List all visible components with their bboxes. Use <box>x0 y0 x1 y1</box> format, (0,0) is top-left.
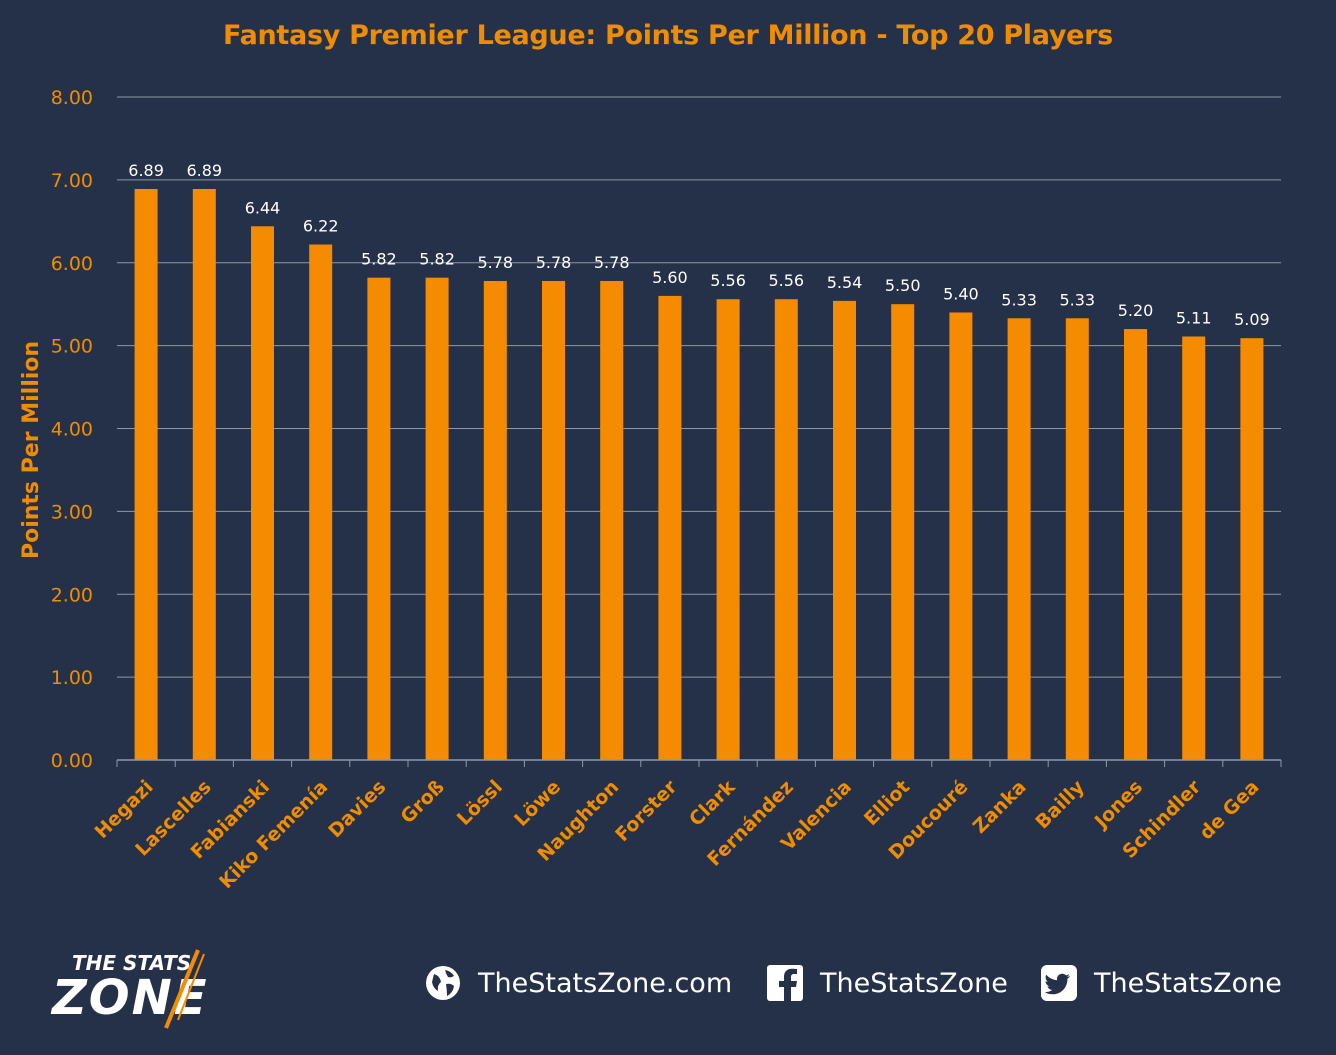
y-tick-label: 8.00 <box>51 87 93 109</box>
bar <box>949 312 973 760</box>
y-tick-label: 5.00 <box>51 336 93 358</box>
data-label: 6.22 <box>303 217 339 236</box>
data-label: 5.33 <box>1059 290 1095 309</box>
bar <box>1065 318 1089 760</box>
x-category-label: de Gea <box>1195 776 1263 844</box>
data-label: 6.44 <box>245 198 281 217</box>
data-label: 5.60 <box>652 268 688 287</box>
bar <box>367 277 391 760</box>
data-label: 5.54 <box>827 273 863 292</box>
stats-zone-logo: THE STATS ZONE <box>50 949 209 1029</box>
bars-layer <box>134 188 1264 760</box>
y-axis-title: Points Per Million <box>19 341 44 559</box>
facebook-icon <box>767 965 803 1001</box>
x-category-label: Elliot <box>860 776 914 830</box>
bar <box>716 299 740 760</box>
bar <box>1124 329 1147 760</box>
data-label: 6.89 <box>186 161 222 180</box>
data-label: 6.89 <box>128 161 164 180</box>
bar <box>309 244 333 760</box>
data-label: 5.78 <box>477 253 513 272</box>
facebook-label: TheStatsZone <box>820 967 1008 999</box>
x-category-label: Kiko Femenía <box>215 776 332 893</box>
data-label: 5.56 <box>710 271 746 290</box>
bar <box>425 277 449 760</box>
bar <box>251 226 274 760</box>
bar <box>600 280 624 760</box>
data-label: 5.40 <box>943 284 979 303</box>
bar <box>658 295 682 760</box>
bar <box>1182 336 1206 760</box>
footer-website[interactable]: TheStatsZone.com <box>424 960 732 1006</box>
bar <box>774 299 798 760</box>
y-tick-label: 4.00 <box>51 419 93 441</box>
bar <box>542 280 565 760</box>
data-label: 5.50 <box>885 276 921 295</box>
data-label: 5.56 <box>768 271 804 290</box>
data-label: 5.33 <box>1001 290 1037 309</box>
data-label: 5.78 <box>536 253 572 272</box>
x-category-label: Zanka <box>969 776 1031 838</box>
footer-twitter[interactable]: TheStatsZone <box>1040 960 1282 1006</box>
data-label: 5.82 <box>419 250 455 269</box>
data-label: 5.78 <box>594 253 630 272</box>
x-category-label: Löwe <box>510 776 565 831</box>
x-category-label: Forster <box>611 776 682 847</box>
globe-icon <box>426 966 460 1000</box>
x-category-label: Davies <box>324 776 390 842</box>
x-category-label: Bailly <box>1031 776 1089 834</box>
bar <box>1240 338 1264 760</box>
y-tick-label: 1.00 <box>51 667 93 689</box>
bar <box>134 188 158 760</box>
bar <box>192 188 216 760</box>
x-category-label: Clark <box>685 776 740 831</box>
chart-title: Fantasy Premier League: Points Per Milli… <box>223 20 1113 51</box>
bar <box>891 304 915 760</box>
twitter-icon <box>1041 965 1077 1001</box>
bar-chart: 0.00 1.00 2.00 3.00 4.00 5.00 6.00 7.00 8.00 6.8… <box>19 87 1282 893</box>
y-tick-label: 7.00 <box>51 170 93 192</box>
y-tick-label: 3.00 <box>51 501 93 523</box>
logo-text-bottom: ZONE <box>50 970 209 1026</box>
y-tick-label: 6.00 <box>51 253 93 275</box>
x-category-label: Lössl <box>453 776 507 830</box>
bar <box>833 300 856 760</box>
axis-layer: 0.00 1.00 2.00 3.00 4.00 5.00 6.00 7.00 8.00 <box>51 87 1282 772</box>
twitter-label: TheStatsZone <box>1094 967 1282 999</box>
bar <box>1007 318 1031 760</box>
data-label: 5.11 <box>1176 309 1212 328</box>
logo-text-top: THE STATS <box>72 951 191 975</box>
data-label: 5.82 <box>361 250 397 269</box>
y-tick-label: 2.00 <box>51 584 93 606</box>
grid-layer <box>117 96 1281 678</box>
data-label: 5.09 <box>1234 310 1270 329</box>
y-tick-label: 0.00 <box>51 750 93 772</box>
footer-facebook[interactable]: TheStatsZone <box>766 960 1008 1006</box>
x-category-label: Jones <box>1089 776 1147 834</box>
data-label: 5.20 <box>1118 301 1154 320</box>
x-category-label: Groß <box>397 776 449 828</box>
bar <box>483 280 507 760</box>
website-label: TheStatsZone.com <box>478 967 733 999</box>
